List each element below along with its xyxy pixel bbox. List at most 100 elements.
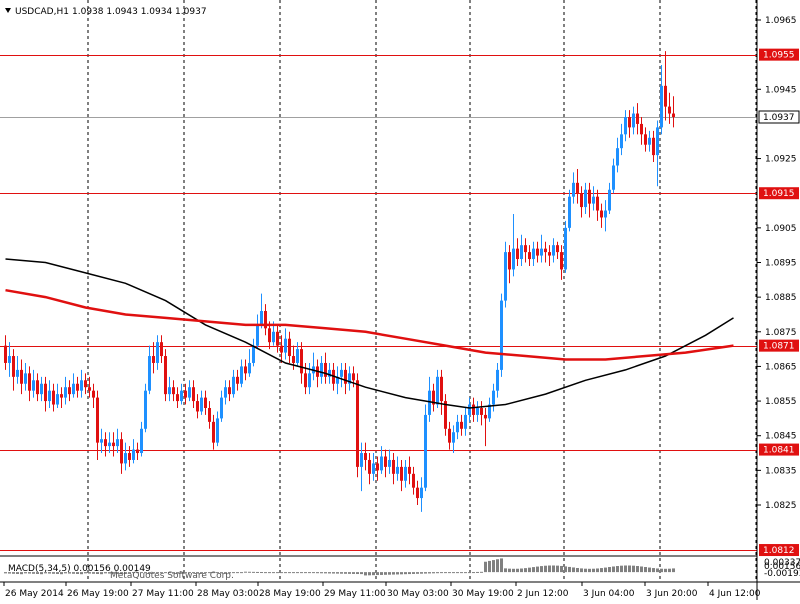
candle-body: [384, 456, 387, 467]
macd-bar: [572, 567, 575, 573]
macd-bar: [68, 572, 71, 574]
macd-bar: [336, 572, 339, 574]
macd-bar: [656, 568, 659, 573]
macd-bar: [108, 572, 111, 574]
macd-bar: [116, 572, 119, 574]
macd-bar: [620, 565, 623, 573]
candle-body: [380, 456, 383, 471]
candle-body: [440, 376, 443, 402]
price-tick-label: 1.0925: [765, 155, 797, 165]
macd-bar: [660, 568, 663, 573]
chevron-down-icon[interactable]: [5, 8, 11, 13]
candle-body: [344, 369, 347, 384]
macd-bar: [48, 572, 51, 574]
macd-bar: [584, 568, 587, 573]
macd-bar: [424, 572, 427, 574]
macd-bar: [588, 568, 591, 573]
macd-bar: [16, 572, 19, 574]
candle-body: [12, 356, 15, 377]
candle-body: [336, 376, 339, 384]
candle-body: [256, 324, 259, 346]
macd-bar: [44, 572, 47, 574]
price-tick-label: 1.0875: [765, 328, 797, 338]
candle-body: [220, 397, 223, 419]
macd-bar: [280, 572, 283, 574]
macd-bar: [72, 572, 75, 574]
price-tick-label: 1.0835: [765, 466, 797, 476]
macd-bar: [640, 566, 643, 573]
macd-bar: [192, 572, 195, 574]
macd-bar: [132, 572, 135, 574]
candle-body: [660, 85, 663, 128]
candle-body: [340, 369, 343, 377]
candle-body: [620, 134, 623, 149]
macd-bar: [296, 572, 299, 574]
macd-bar: [136, 572, 139, 574]
candle-body: [68, 387, 71, 395]
macd-bar: [64, 572, 67, 574]
macd-bar: [164, 572, 167, 574]
macd-bar: [60, 572, 63, 575]
level-price-tag: [759, 544, 799, 557]
candle-body: [216, 418, 219, 443]
candle-body: [476, 408, 479, 415]
level-price-tag: [759, 48, 799, 61]
macd-bar: [252, 571, 255, 573]
candle-body: [320, 362, 323, 377]
candle-body: [240, 366, 243, 384]
macd-bar: [448, 572, 451, 574]
macd-bar: [464, 572, 467, 574]
macd-bar: [372, 572, 375, 576]
candle-body: [56, 394, 59, 405]
macd-bar: [344, 572, 347, 574]
price-tick-label: 1.0825: [765, 501, 797, 511]
candle-body: [624, 117, 627, 135]
macd-bar: [360, 572, 363, 575]
candle-body: [644, 134, 647, 145]
macd-bar: [540, 566, 543, 573]
candle-body: [252, 345, 255, 363]
moving-average-red: [5, 288, 734, 361]
macd-bar: [32, 572, 35, 574]
candle-body: [348, 373, 351, 384]
macd-bar: [436, 572, 439, 574]
candle-body: [204, 397, 207, 408]
candle-body: [616, 148, 619, 166]
candle-body: [184, 390, 187, 398]
macd-bar: [176, 572, 179, 574]
macd-bar: [416, 572, 419, 574]
candle-body: [520, 245, 523, 260]
candle-body: [600, 210, 603, 218]
macd-bar: [552, 565, 555, 573]
candle-body: [276, 331, 279, 346]
macd-bar: [140, 572, 143, 574]
macd-bar: [160, 572, 163, 574]
macd-bar: [408, 572, 411, 575]
candle-body: [604, 210, 607, 218]
macd-bar: [56, 572, 59, 574]
candle-body: [152, 356, 155, 363]
macd-bar: [40, 572, 43, 575]
time-label: 30 May 19:00: [452, 589, 514, 599]
candle-body: [308, 373, 311, 388]
macd-bar: [484, 561, 487, 573]
candle-body: [24, 373, 27, 384]
macd-bar: [388, 572, 391, 575]
macd-bar: [528, 567, 531, 573]
candle-body: [372, 463, 375, 474]
candle-body: [356, 380, 359, 467]
level-price-tag-text: 1.0871: [763, 342, 795, 352]
candle-body: [552, 245, 555, 256]
candle-body: [44, 383, 47, 402]
price-tick-label: 1.0965: [765, 16, 797, 26]
macd-bar: [432, 572, 435, 574]
candle-body: [584, 189, 587, 208]
candle-body: [524, 245, 527, 253]
macd-bar: [224, 572, 227, 574]
macd-bar: [304, 572, 307, 574]
candle-body: [580, 193, 583, 208]
candle-body: [376, 463, 379, 471]
candle-body: [224, 387, 227, 398]
